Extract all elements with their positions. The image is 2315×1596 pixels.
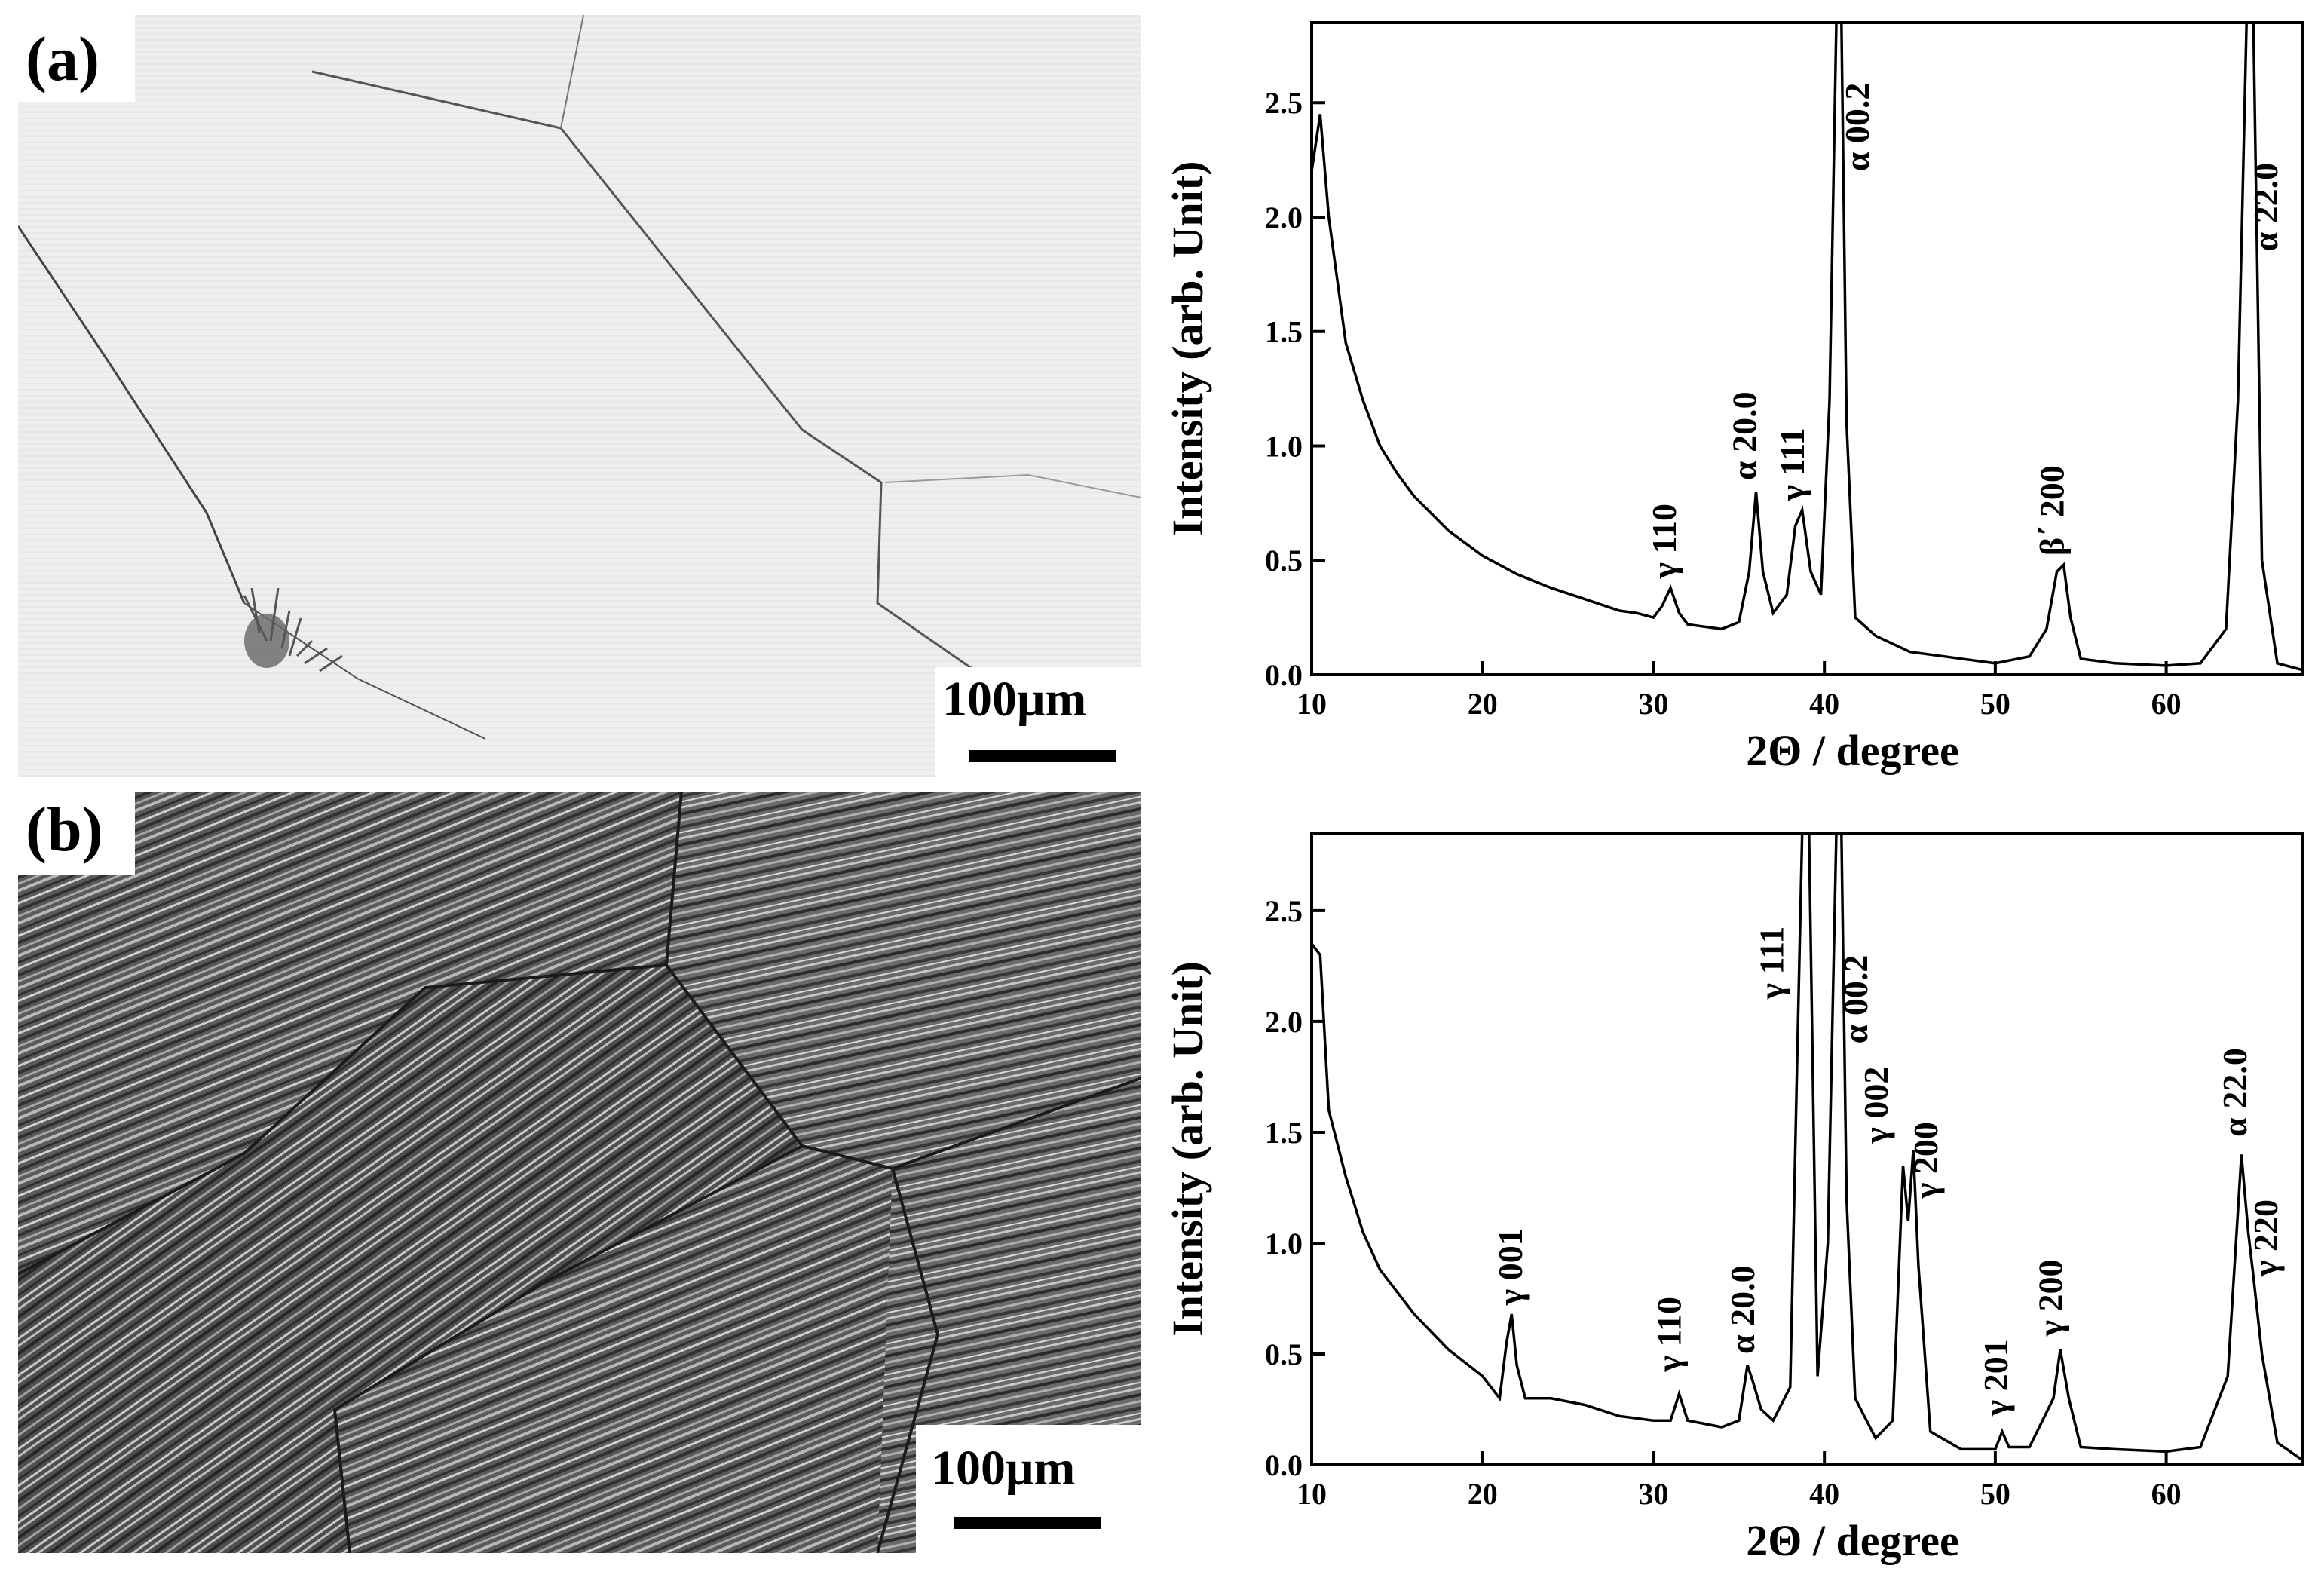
- peak-label: γ 110: [1645, 504, 1683, 579]
- peak-label: β΄ 200: [2033, 465, 2072, 556]
- xrd-chart-b-svg: 10 20 30 40 50 60 0.0 0.5 1.0 1.5 2.0 2.5 2Θ / degre…: [1163, 832, 2304, 1565]
- x-tick-label: 20: [1468, 1477, 1498, 1511]
- peak-label: γ 220: [2246, 1199, 2285, 1277]
- peak-label: γ 111: [1753, 927, 1791, 1000]
- x-axis-label: 2Θ / degree: [1746, 1516, 1958, 1565]
- dendrite-feature: [243, 587, 343, 672]
- peak-label: α 22.0: [2246, 163, 2285, 252]
- x-tick-label: 30: [1638, 1477, 1668, 1511]
- peak-label: α 22.0: [2215, 1048, 2254, 1137]
- y-tick-label: 1.0: [1265, 1227, 1303, 1261]
- xrd-chart-a-svg: 10 20 30 40 50 60 0.0 0.5 1.0 1.5 2.0 2.5 2Θ / degre…: [1163, 21, 2304, 775]
- x-tick-label: 50: [1980, 1477, 2010, 1511]
- xrd-chart-a: 10 20 30 40 50 60 0.0 0.5 1.0 1.5 2.0 2.5 2Θ / degre…: [0, 0, 2315, 792]
- x-tick-label: 30: [1638, 687, 1668, 721]
- y-axis-label: Intensity (arb. Unit): [1163, 161, 1212, 537]
- y-axis-label: Intensity (arb. Unit): [1163, 961, 1212, 1337]
- y-tick-label: 2.5: [1265, 86, 1303, 120]
- y-tick-label: 0.5: [1265, 544, 1303, 577]
- y-tick-label: 1.0: [1265, 429, 1303, 463]
- y-tick-label: 2.0: [1265, 1005, 1303, 1039]
- panel-label-b-box: [18, 792, 135, 875]
- peak-label: γ 200: [1906, 1122, 1945, 1199]
- peak-label: α 00.2: [1836, 955, 1875, 1044]
- peak-label: γ 201: [1977, 1339, 2015, 1417]
- peak-label: α 20.0: [1725, 391, 1763, 480]
- peak-label: γ 110: [1650, 1297, 1689, 1372]
- scale-bar-a: [969, 750, 1116, 762]
- diffraction-line: [1312, 23, 2303, 672]
- micrograph-a: [18, 15, 1141, 777]
- scale-bar-a-label: 100μm: [942, 672, 1087, 727]
- y-tick-label: 1.5: [1265, 1116, 1303, 1150]
- peak-label: α 20.0: [1723, 1265, 1762, 1354]
- panel-label-a: (a): [26, 24, 100, 94]
- diffraction-line: [1312, 833, 2303, 1462]
- scale-bar-b-label: 100μm: [931, 1441, 1076, 1496]
- x-tick-label: 60: [2151, 1477, 2182, 1511]
- micrograph-b: [18, 792, 1141, 1553]
- peak-label: γ 111: [1773, 427, 1811, 501]
- peak-label: γ 002: [1857, 1067, 1895, 1144]
- x-tick-label: 60: [2151, 687, 2182, 721]
- x-tick-label: 10: [1297, 1477, 1327, 1511]
- y-tick-label: 2.5: [1265, 894, 1303, 928]
- x-tick-label: 50: [1980, 687, 2010, 721]
- x-tick-label: 10: [1297, 687, 1327, 721]
- panel-label-a-box: [18, 15, 135, 102]
- x-tick-label: 40: [1809, 687, 1839, 721]
- panel-label-b: (b): [26, 795, 103, 865]
- xrd-chart-b: 10 20 30 40 50 60 0.0 0.5 1.0 1.5 2.0 2.5 2Θ / degre…: [0, 792, 2315, 1596]
- scale-bar-b-box: [916, 1425, 1141, 1553]
- y-tick-label: 0.5: [1265, 1337, 1303, 1371]
- peak-label: γ 001: [1491, 1228, 1530, 1306]
- y-tick-label: 2.0: [1265, 201, 1303, 234]
- scale-bar-b: [954, 1517, 1101, 1529]
- plot-frame: [1310, 21, 2304, 676]
- y-tick-label: 1.5: [1265, 315, 1303, 349]
- y-tick-label: 0.0: [1265, 1448, 1303, 1482]
- peak-label: α 00.2: [1838, 83, 1876, 172]
- plot-frame: [1310, 832, 2304, 1466]
- y-tick-label: 0.0: [1265, 658, 1303, 692]
- x-tick-label: 20: [1468, 687, 1498, 721]
- peak-label: γ 200: [2031, 1259, 2069, 1337]
- x-tick-label: 40: [1809, 1477, 1839, 1511]
- x-axis-label: 2Θ / degree: [1746, 726, 1958, 775]
